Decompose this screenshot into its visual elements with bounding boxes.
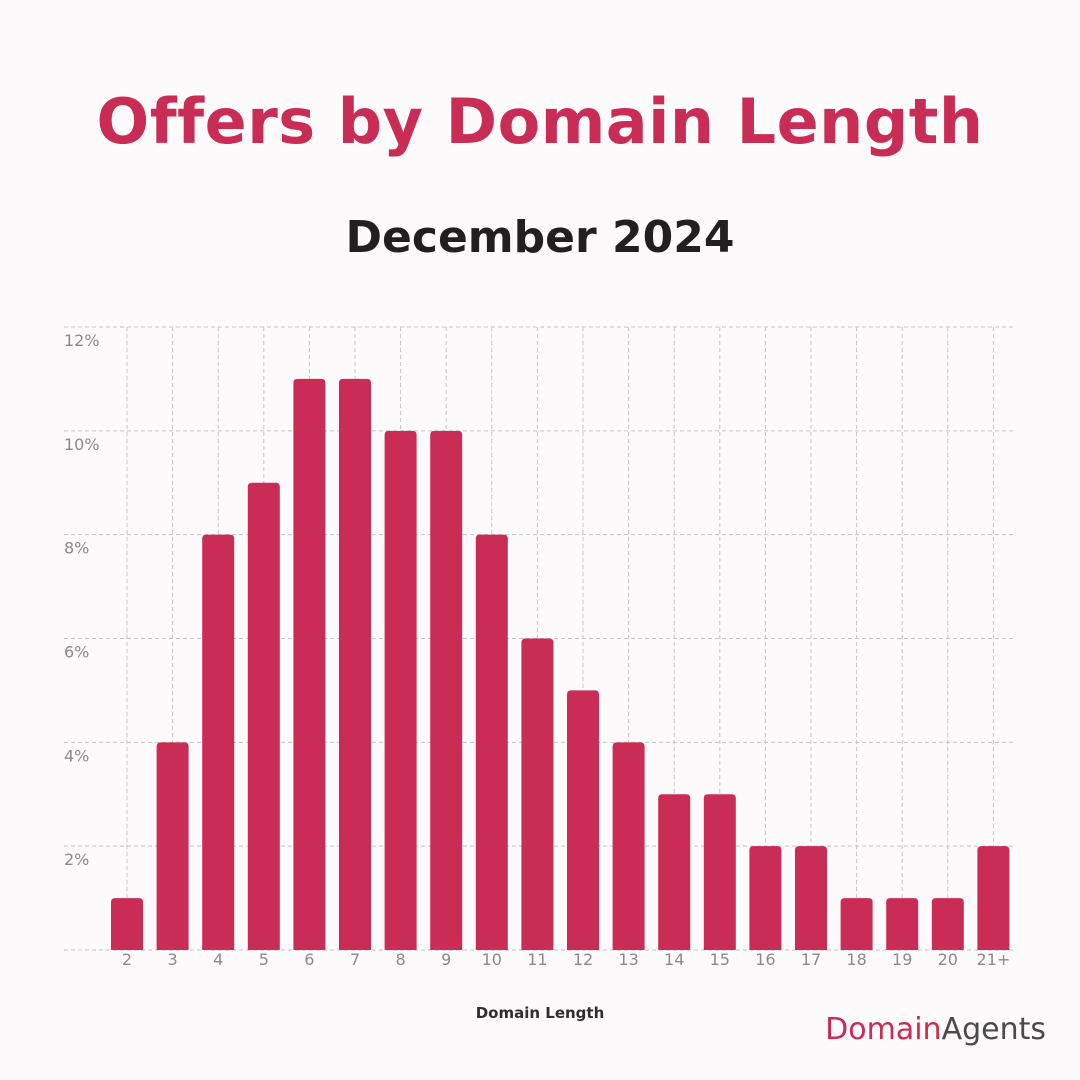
logo-domain-text: Domain [825, 1012, 942, 1047]
bar-16 [749, 846, 782, 950]
bar-3 [156, 742, 189, 950]
bar-19 [886, 898, 919, 950]
x-tick-label: 10 [482, 950, 502, 969]
x-tick-label: 3 [168, 950, 178, 969]
x-tick-label: 9 [441, 950, 451, 969]
x-tick-label: 19 [892, 950, 912, 969]
y-tick-label: 8% [64, 539, 89, 558]
bar-5 [247, 482, 280, 950]
y-tick-label: 10% [64, 435, 100, 454]
bar-21+ [977, 846, 1010, 950]
bar-4 [202, 534, 235, 950]
bar-17 [795, 846, 827, 950]
bar-12 [567, 690, 599, 950]
chart-subtitle: December 2024 [345, 212, 735, 263]
x-tick-label: 12 [573, 950, 593, 969]
x-tick-label: 11 [527, 950, 547, 969]
bar-14 [658, 794, 691, 950]
chart-title: Offers by Domain Length [96, 85, 984, 158]
domainagents-logo: DomainAgents [825, 1010, 1046, 1050]
x-tick-label: 2 [122, 950, 132, 969]
x-tick-label: 17 [801, 950, 821, 969]
x-tick-label: 4 [213, 950, 223, 969]
bar-7 [339, 378, 371, 951]
bars [111, 378, 1010, 951]
x-tick-label: 7 [350, 950, 360, 969]
x-tick-label: 13 [618, 950, 638, 969]
x-tick-label: 15 [710, 950, 730, 969]
x-tick-label: 21+ [977, 950, 1011, 969]
bar-9 [430, 430, 463, 950]
x-tick-label: 5 [259, 950, 269, 969]
x-tick-label: 6 [304, 950, 314, 969]
x-axis-label: Domain Length [476, 1004, 605, 1022]
bar-6 [293, 378, 326, 951]
x-tick-label: 16 [755, 950, 775, 969]
x-tick-label: 18 [846, 950, 866, 969]
y-tick-label: 4% [64, 746, 89, 765]
bar-10 [475, 534, 508, 950]
bar-2 [111, 898, 143, 950]
x-tick-label: 8 [396, 950, 406, 969]
bar-20 [931, 898, 964, 950]
y-tick-label: 6% [64, 643, 89, 662]
bar-11 [521, 638, 554, 950]
x-tick-label: 14 [664, 950, 684, 969]
y-tick-label: 12% [64, 331, 100, 350]
x-axis-ticks: 2 3 4 5 6 7 8 9 10 11 12 13 14 15 16 17 18 19 20 21+ [122, 950, 1010, 969]
bar-8 [384, 430, 417, 950]
bar-18 [840, 898, 873, 950]
bar-15 [703, 794, 736, 950]
y-tick-label: 2% [64, 850, 89, 869]
logo-agents-text: Agents [941, 1012, 1046, 1047]
y-axis-ticks: 2% 4% 6% 8% 10% 12% [64, 331, 100, 869]
x-tick-label: 20 [938, 950, 958, 969]
bar-13 [612, 742, 645, 950]
